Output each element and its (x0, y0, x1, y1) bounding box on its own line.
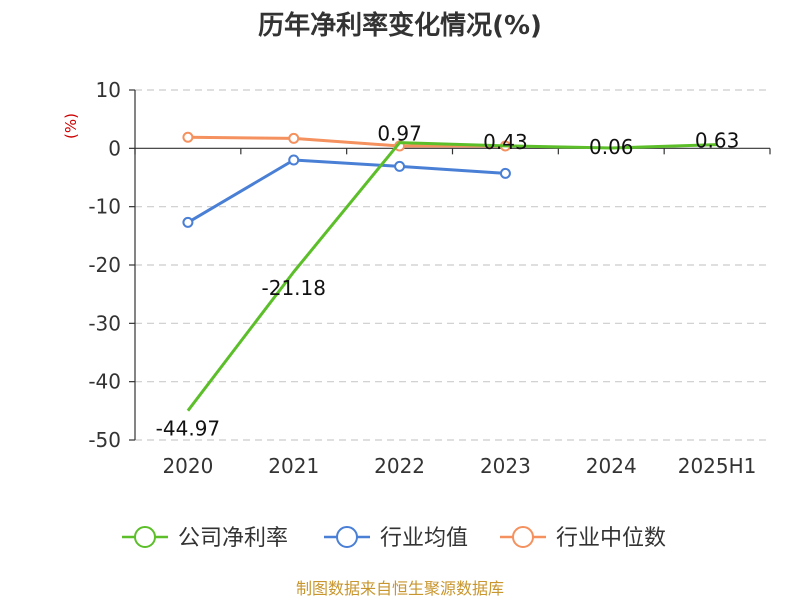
x-tick-label: 2023 (480, 454, 531, 478)
legend-label: 行业中位数 (556, 526, 666, 551)
y-tick-label: 10 (96, 78, 121, 102)
chart-title: 历年净利率变化情况(%) (258, 10, 542, 41)
series-line (187, 135, 506, 148)
y-tick-label: -40 (88, 370, 121, 394)
series-point (288, 132, 300, 144)
x-tick-label: 2022 (374, 454, 425, 478)
x-tick-label: 2020 (162, 454, 213, 478)
grid (135, 89, 770, 441)
x-tick-label: 2021 (268, 454, 319, 478)
legend-marker (134, 526, 156, 548)
data-label: -21.18 (262, 276, 326, 300)
series-point (182, 131, 194, 143)
data-label: 0.63 (695, 129, 740, 153)
y-tick-label: -30 (88, 311, 121, 335)
y-tick-label: -20 (88, 253, 121, 277)
data-label: 0.97 (377, 122, 422, 146)
data-label: 0.06 (589, 135, 634, 159)
series-point (394, 160, 406, 172)
data-label: 0.43 (483, 130, 528, 154)
data-label: -44.97 (156, 417, 220, 441)
data-labels: -44.97 -21.18 0.97 0.43 0.06 0.63 (156, 122, 740, 441)
series-line (187, 158, 506, 224)
y-tick-label: 0 (108, 136, 121, 160)
legend: 公司净利率 行业均值 行业中位数 (122, 526, 666, 551)
series-point (182, 216, 194, 228)
source-note: 制图数据来自恒生聚源数据库 (296, 579, 504, 598)
series-group (182, 131, 718, 412)
legend-marker (336, 526, 358, 548)
legend-label: 公司净利率 (178, 526, 288, 551)
x-tick-label: 2024 (586, 454, 637, 478)
legend-marker (512, 526, 534, 548)
axes: 10 0 -10 -20 -30 -40 -50 2020 2021 2022 2023 2024 20… (88, 78, 771, 478)
x-tick-label: 2025H1 (678, 454, 757, 478)
series-point (499, 167, 511, 179)
series-line (186, 141, 718, 412)
y-tick-label: -50 (88, 428, 121, 452)
legend-label: 行业均值 (380, 526, 468, 551)
y-axis-label: (%) (62, 113, 80, 139)
series-point (288, 154, 300, 166)
y-tick-label: -10 (88, 195, 121, 219)
